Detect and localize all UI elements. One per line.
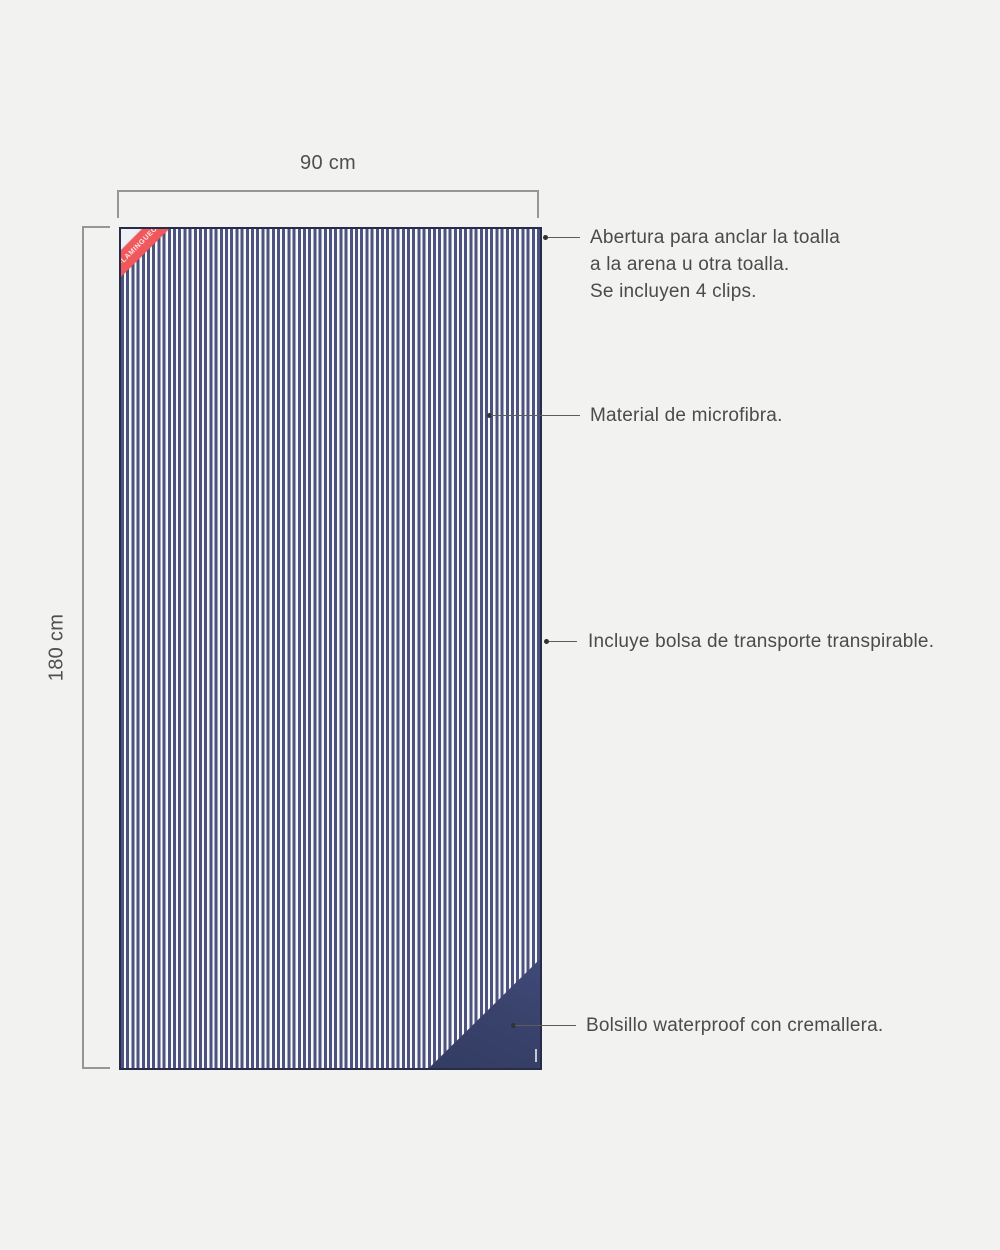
width-dimension-label: 90 cm xyxy=(300,152,356,174)
callout-dot-anchor-clips xyxy=(543,235,548,240)
annotation-line: Se incluyen 4 clips. xyxy=(590,281,757,302)
annotation-line: Material de microfibra. xyxy=(590,405,783,426)
height-dimension-bracket xyxy=(82,226,110,1069)
callout-line-microfiber xyxy=(491,414,580,416)
annotation-anchor-clips: Abertura para anclar la toalla a la aren… xyxy=(590,224,840,305)
annotation-carry-bag: Incluye bolsa de transporte transpirable… xyxy=(588,628,934,655)
towel-illustration: FLAMINGUEO xyxy=(119,227,542,1070)
zipper-pull-icon xyxy=(535,1049,537,1062)
callout-dot-carry-bag xyxy=(544,639,549,644)
callout-line-waterproof-pocket xyxy=(515,1024,576,1026)
waterproof-pocket-triangle xyxy=(429,959,540,1068)
callout-line-anchor-clips xyxy=(548,236,580,238)
width-dimension-bracket xyxy=(117,190,539,218)
annotation-line: Abertura para anclar la toalla xyxy=(590,227,840,248)
annotation-line: a la arena u otra toalla. xyxy=(590,254,790,275)
annotation-microfiber: Material de microfibra. xyxy=(590,402,783,429)
annotation-line: Bolsillo waterproof con cremallera. xyxy=(586,1015,884,1036)
callout-dot-waterproof-pocket xyxy=(511,1023,516,1028)
callout-dot-microfiber xyxy=(487,413,492,418)
annotation-waterproof-pocket: Bolsillo waterproof con cremallera. xyxy=(586,1012,883,1039)
height-dimension-label: 180 cm xyxy=(45,613,68,682)
annotation-line: Incluye bolsa de transporte transpirable… xyxy=(588,631,935,652)
callout-line-carry-bag xyxy=(549,640,577,642)
